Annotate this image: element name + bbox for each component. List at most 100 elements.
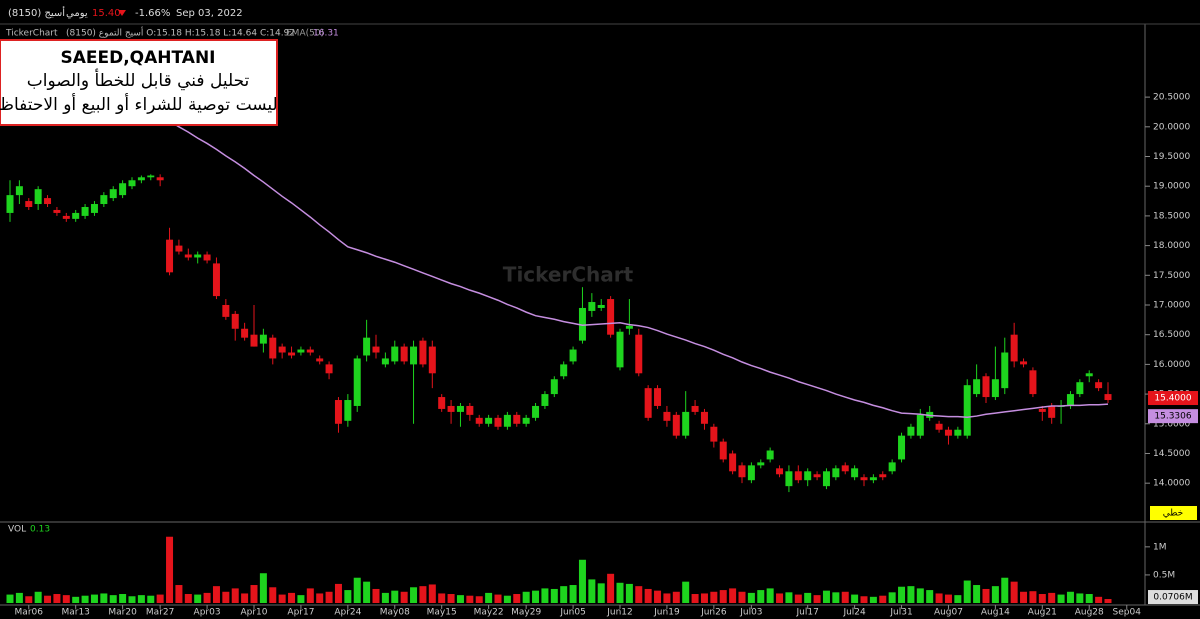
volume-bar <box>372 588 380 603</box>
x-tick-label: Mar20 <box>108 608 137 618</box>
candle-body <box>691 405 699 412</box>
candle-body <box>438 397 446 409</box>
volume-bar <box>719 590 727 603</box>
candle-body <box>757 462 765 466</box>
volume-bar <box>550 588 558 603</box>
volume-bar <box>128 596 136 603</box>
volume-bar <box>428 584 436 603</box>
x-tick-label: May08 <box>380 608 410 618</box>
volume-tick-label: 0.5M <box>1153 570 1175 580</box>
x-tick-label: Apr10 <box>240 608 267 618</box>
candle-body <box>250 334 258 347</box>
volume-bar <box>1104 599 1112 603</box>
volume-bar <box>1029 591 1037 603</box>
volume-bar <box>682 581 690 603</box>
volume-bar <box>466 595 474 603</box>
candle-body <box>231 313 239 329</box>
candle-body <box>954 429 962 436</box>
candle-body <box>269 337 277 359</box>
volume-bar <box>841 591 849 603</box>
candle-body <box>447 405 455 412</box>
candle-body <box>1010 334 1018 362</box>
volume-bar <box>419 586 427 603</box>
volume-bar <box>137 595 145 603</box>
brand: TickerChart <box>5 29 58 39</box>
volume-bar <box>644 588 652 603</box>
volume-bar <box>194 594 202 603</box>
volume-bar <box>400 591 408 603</box>
plot <box>6 120 1112 603</box>
candle-body <box>747 465 755 481</box>
candle-body <box>1066 394 1074 406</box>
candle-body <box>888 462 896 472</box>
volume-bar <box>353 577 361 603</box>
x-tick-label: Aug28 <box>1075 608 1104 618</box>
volume-bar <box>203 592 211 603</box>
symbol: أسيج (8150) <box>8 6 65 19</box>
candle-body <box>738 465 746 478</box>
volume-bar <box>635 586 643 603</box>
candle-body <box>785 471 793 487</box>
volume-bar <box>222 591 230 603</box>
x-tick-label: Jun26 <box>700 608 727 618</box>
volume-bar <box>72 596 80 603</box>
down-arrow <box>118 10 126 16</box>
candle-body <box>456 405 464 412</box>
volume-bar <box>381 592 389 603</box>
candle-body <box>372 346 380 353</box>
candle-body <box>334 400 342 424</box>
volume-bar <box>306 588 314 603</box>
candle-body <box>15 186 23 196</box>
candle-body <box>869 477 877 481</box>
volume-bar <box>119 594 127 603</box>
candle-body <box>550 379 558 395</box>
volume-bar <box>926 590 934 603</box>
volume-bar <box>532 590 540 603</box>
volume-bar <box>44 595 52 603</box>
candle-body <box>1020 361 1028 365</box>
volume-bar <box>607 573 615 603</box>
candle-body <box>1095 382 1103 389</box>
y-tick-label: 16.0000 <box>1153 360 1190 370</box>
x-tick-label: Apr24 <box>334 608 361 618</box>
volume-bar <box>879 595 887 603</box>
volume-bar <box>822 590 830 603</box>
y-tick-label: 17.0000 <box>1153 300 1190 310</box>
volume-bar <box>241 593 249 603</box>
date: Sep 03, 2022 <box>176 8 243 19</box>
volume-bar <box>729 588 737 603</box>
volume-bar <box>34 591 42 603</box>
style-button-label[interactable]: خطي <box>1163 509 1183 519</box>
x-tick-label: Aug14 <box>981 608 1010 618</box>
volume-bar <box>1001 577 1009 603</box>
volume-bar <box>269 587 277 603</box>
x-tick-label: Mar27 <box>146 608 174 618</box>
candle-body <box>616 331 624 368</box>
candle-body <box>381 358 389 365</box>
volume-bar <box>503 595 511 603</box>
candle-body <box>485 417 493 424</box>
volume-bar <box>6 594 14 603</box>
y-tick-label: 20.0000 <box>1153 122 1190 132</box>
candle-body <box>898 435 906 460</box>
price-badge-label: 15.3306 <box>1154 412 1191 422</box>
x-tick-label: Jun19 <box>653 608 680 618</box>
change: -1.66% <box>135 8 170 19</box>
candle-body <box>100 195 108 205</box>
annotation-box <box>0 39 278 126</box>
style-button[interactable] <box>1150 506 1197 520</box>
volume-bar <box>832 592 840 603</box>
candle-body <box>729 453 737 472</box>
ema-label: EMA(50) <box>286 29 324 39</box>
volume-bar <box>90 594 98 603</box>
ohlc: أسيج التموع (8150) O:15.18 H:15.18 L:14.… <box>66 27 295 39</box>
volume-bar <box>982 588 990 603</box>
volume-bar <box>663 593 671 603</box>
candle-body <box>1104 394 1112 401</box>
volume-bar <box>81 595 89 603</box>
volume-bar <box>691 594 699 603</box>
candle-body <box>53 209 61 213</box>
candle-body <box>212 263 220 297</box>
candle-body <box>203 254 211 261</box>
